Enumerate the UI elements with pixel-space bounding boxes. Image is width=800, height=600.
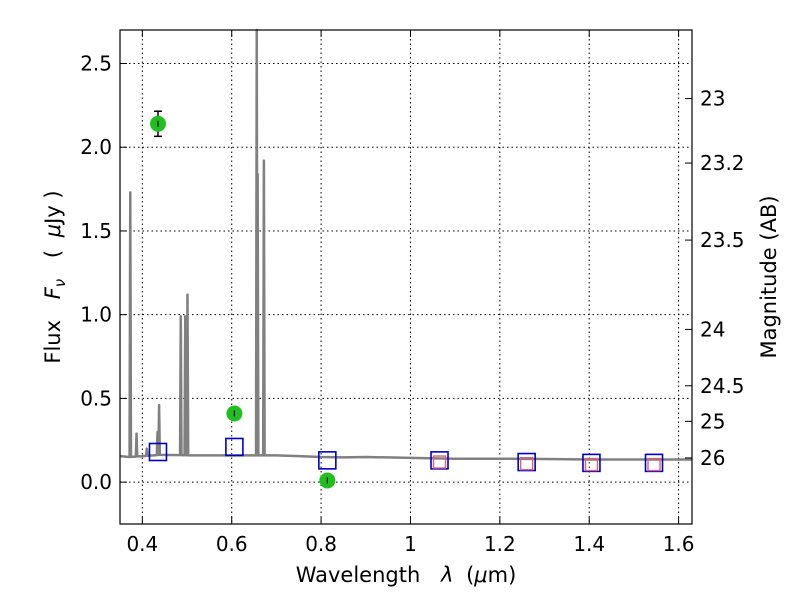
model-flux-square	[644, 453, 664, 473]
points-layer	[148, 110, 664, 489]
x-tick-label: 1.2	[484, 532, 516, 556]
y2-axis-label: Magnitude (AB)	[757, 195, 781, 358]
spectrum-layer	[119, 28, 692, 461]
model-flux-square-nir	[432, 455, 447, 469]
y-tick-label: 0.0	[80, 470, 112, 494]
magnitude-tick-label: 25	[700, 409, 725, 433]
magnitude-tick-label: 23.2	[700, 151, 745, 175]
model-flux-square	[582, 453, 601, 473]
spectrum-line	[119, 28, 692, 461]
y-axis-label: Flux Fν ( μJy )	[41, 190, 70, 363]
x-tick-label: 1	[404, 532, 417, 556]
magnitude-tick-label: 23	[700, 87, 725, 111]
model-flux-square	[430, 451, 449, 470]
x-tick-label: 1.6	[663, 532, 695, 556]
magnitude-tick-label: 24.5	[700, 374, 745, 398]
magnitude-tick-labels: 23 23.2 23.5 24 24.5 25 26	[700, 87, 745, 470]
model-flux-square-nir	[519, 457, 534, 471]
model-flux-square	[517, 452, 536, 472]
x-tick-label: 1.4	[573, 532, 605, 556]
grid	[120, 30, 692, 524]
y-tick-label: 2.0	[80, 135, 112, 159]
x-axis-label: Wavelength λ (μm)	[296, 563, 517, 587]
model-flux-square	[148, 442, 168, 462]
y-tick-labels: 0.0 0.5 1.0 1.5 2.0 2.5	[80, 51, 112, 494]
x-tick-label: 0.8	[305, 532, 337, 556]
x-tick-labels: 0.4 0.6 0.8 1 1.2 1.4 1.6	[126, 532, 694, 556]
y-tick-label: 2.5	[80, 51, 112, 75]
y-tick-label: 1.5	[80, 219, 112, 243]
y-tick-label: 1.0	[80, 303, 112, 327]
model-flux-square-nir	[584, 457, 599, 472]
magnitude-tick-label: 23.5	[700, 228, 745, 252]
model-flux-square	[318, 451, 337, 470]
magnitude-tick-label: 26	[700, 446, 725, 470]
model-flux-square	[225, 437, 244, 457]
model-flux-square-nir	[647, 457, 661, 472]
x-tick-label: 0.6	[216, 532, 248, 556]
tick-marks	[120, 30, 692, 524]
plot-frame	[119, 29, 693, 525]
x-tick-label: 0.4	[126, 532, 158, 556]
y-tick-label: 0.5	[80, 386, 112, 410]
magnitude-tick-label: 24	[700, 317, 725, 341]
